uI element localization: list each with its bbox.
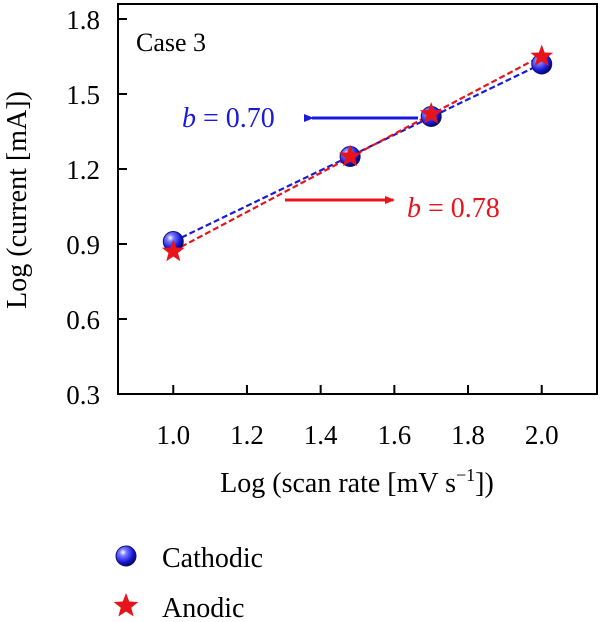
legend-cathodic-marker xyxy=(115,545,137,567)
point-anodic xyxy=(161,239,185,262)
point-anodic xyxy=(419,102,443,124)
y-tick-label: 1.8 xyxy=(66,5,100,35)
y-tick-label: 1.2 xyxy=(66,155,100,185)
y-tick-label: 0.9 xyxy=(66,230,100,260)
case-label: Case 3 xyxy=(136,28,206,57)
x-tick-label: 1.8 xyxy=(451,420,485,450)
y-tick-label: 0.6 xyxy=(66,305,100,335)
x-tick-label: 1.0 xyxy=(156,420,190,450)
y-axis-label: Log (current [mA]) xyxy=(2,91,33,309)
anodic-b-label: b = 0.78 xyxy=(407,193,500,224)
legend: Cathodic Anodic xyxy=(113,543,263,622)
legend-cathodic-label: Cathodic xyxy=(162,543,263,574)
y-tick-label: 0.3 xyxy=(66,380,100,410)
x-tick-label: 1.4 xyxy=(304,420,338,450)
x-axis-label: Log (scan rate [mV s−1]) xyxy=(220,465,494,499)
legend-anodic-marker xyxy=(113,593,139,617)
cathodic-b-label: b = 0.70 xyxy=(182,103,275,134)
fit-line-cathodic xyxy=(172,62,543,243)
x-ticks: 1.0 1.2 1.4 1.6 1.8 2.0 xyxy=(156,385,559,450)
x-tick-label: 2.0 xyxy=(525,420,559,450)
data-points xyxy=(161,44,554,262)
legend-anodic-label: Anodic xyxy=(162,593,244,622)
y-ticks: 0.3 0.6 0.9 1.2 1.5 1.8 xyxy=(66,5,127,410)
x-tick-label: 1.2 xyxy=(230,420,264,450)
plot-frame xyxy=(117,3,598,395)
point-anodic xyxy=(338,144,362,167)
point-anodic xyxy=(530,44,554,67)
x-tick-label: 1.6 xyxy=(377,420,411,450)
y-tick-label: 1.5 xyxy=(66,80,100,110)
